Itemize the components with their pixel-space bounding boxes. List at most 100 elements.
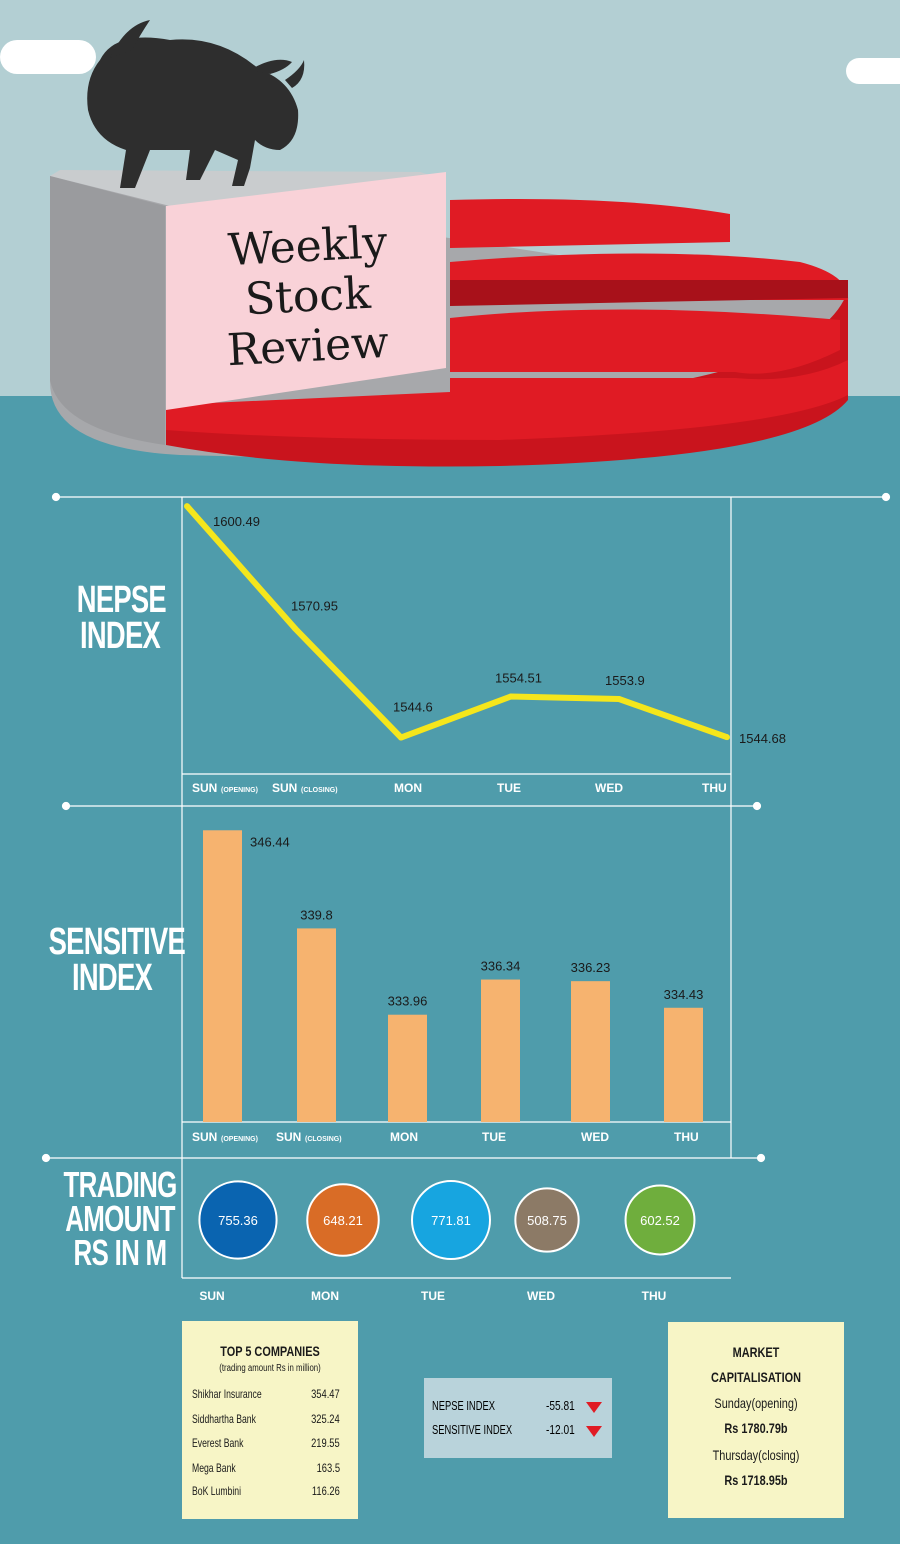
- index-name: NEPSE INDEX: [432, 1398, 495, 1413]
- company-amount: 354.47: [311, 1387, 340, 1401]
- market-cap-close-value: Rs 1718.95b: [724, 1472, 788, 1488]
- company-amount: 163.5: [316, 1461, 340, 1475]
- top-company-row: Mega Bank 163.5: [192, 1461, 348, 1481]
- separator-low-dot-right: [756, 1153, 766, 1163]
- pedestal-side: [50, 176, 165, 445]
- market-cap-open-label: Sunday(opening): [714, 1395, 798, 1411]
- sensitive-bar-chart: 346.44 339.8 333.96 336.34 336.23 334.43 SUN (O…: [192, 830, 703, 1144]
- sensitive-tick-label: THU: [674, 1130, 699, 1144]
- separator-top-dot-left: [51, 492, 61, 502]
- trading-value-label: 508.75: [527, 1213, 567, 1228]
- nepse-title-line-2: INDEX: [79, 615, 161, 657]
- nepse-value-label: 1553.9: [605, 673, 645, 688]
- company-name: BoK Lumbini: [192, 1484, 241, 1498]
- sensitive-value-label: 336.34: [481, 959, 521, 974]
- cloud-right: [846, 58, 900, 84]
- company-name: Everest Bank: [192, 1436, 244, 1450]
- nepse-line-chart: 1600.49 1570.95 1544.6 1554.51 1553.9 1544.68…: [184, 503, 786, 795]
- trading-bubble: [624, 1184, 696, 1256]
- nepse-value-label: 1600.49: [213, 514, 260, 529]
- top-companies-title: TOP 5 COMPANIES: [220, 1343, 320, 1359]
- company-amount: 325.24: [311, 1412, 340, 1426]
- trading-value-label: 755.36: [218, 1213, 258, 1228]
- nepse-value-label: 1554.51: [495, 670, 542, 685]
- top-companies-subtitle: (trading amount Rs in million): [219, 1363, 321, 1374]
- nepse-tick-label: SUN: [272, 781, 297, 795]
- nepse-value-label: 1544.6: [393, 700, 433, 715]
- nepse-value-label: 1570.95: [291, 598, 338, 613]
- separator-mid-dot-right: [752, 801, 762, 811]
- pie-slice-low: [450, 309, 840, 374]
- separator-lines: [41, 492, 891, 1279]
- company-name: Siddhartha Bank: [192, 1412, 256, 1426]
- sensitive-value-label: 336.23: [571, 960, 611, 975]
- separator-low-dot-left: [41, 1153, 51, 1163]
- trading-day-label: WED: [527, 1289, 555, 1303]
- nepse-point: [398, 734, 404, 741]
- sensitive-bar: [388, 1014, 427, 1122]
- company-amount: 116.26: [312, 1484, 340, 1498]
- sensitive-value-label: 339.8: [300, 907, 333, 922]
- pie-slice-top: [450, 198, 730, 248]
- trading-title-line-2: AMOUNT: [65, 1198, 175, 1239]
- market-cap-open-value: Rs 1780.79b: [724, 1420, 788, 1436]
- index-change-row: NEPSE INDEX -55.81: [432, 1398, 608, 1420]
- top-companies-panel: TOP 5 COMPANIES (trading amount Rs in mi…: [182, 1321, 358, 1519]
- nepse-point: [184, 503, 190, 510]
- nepse-point: [508, 693, 514, 700]
- trading-title-line-1: TRADING: [63, 1164, 177, 1205]
- separator-mid-dot-left: [61, 801, 71, 811]
- separator-top-dot-right: [881, 492, 891, 502]
- sensitive-chart-title: SENSITIVE INDEX: [49, 923, 186, 997]
- nepse-title-line-1: NEPSE: [76, 579, 167, 621]
- company-name: Mega Bank: [192, 1461, 236, 1475]
- sensitive-tick-sublabel: (CLOSING): [305, 1136, 342, 1143]
- nepse-tick-label: WED: [595, 781, 623, 795]
- bull-icon: [87, 20, 305, 188]
- sensitive-bar: [571, 981, 610, 1122]
- sensitive-bar: [481, 979, 520, 1122]
- trading-value-label: 771.81: [431, 1213, 471, 1228]
- sensitive-value-label: 346.44: [250, 834, 290, 849]
- nepse-tick-label: MON: [394, 781, 422, 795]
- hero-illustration: [50, 20, 849, 467]
- nepse-point: [724, 734, 730, 741]
- market-cap-panel: MARKET CAPITALISATION Sunday(opening) Rs…: [668, 1322, 844, 1518]
- sensitive-value-label: 334.43: [664, 987, 704, 1002]
- nepse-tick-sublabel: (CLOSING): [301, 787, 338, 794]
- trading-value-label: 648.21: [323, 1213, 363, 1228]
- trading-value-label: 602.52: [640, 1213, 680, 1228]
- title-card-bg: [166, 172, 446, 410]
- nepse-series-line: [184, 504, 728, 741]
- nepse-point: [292, 625, 298, 632]
- pie-slice-shadow: [450, 280, 848, 306]
- market-cap-title-1: MARKET: [732, 1344, 780, 1360]
- sensitive-tick-label: SUN: [276, 1130, 301, 1144]
- nepse-tick-label: TUE: [497, 781, 521, 795]
- sensitive-tick-label: SUN: [192, 1130, 217, 1144]
- trading-day-label: MON: [311, 1289, 339, 1303]
- trading-bubble: [198, 1180, 278, 1260]
- nepse-tick-label: THU: [702, 781, 727, 795]
- nepse-tick-label: SUN: [192, 781, 217, 795]
- trading-title-line-3: RS IN M: [73, 1232, 168, 1273]
- index-name: SENSITIVE INDEX: [432, 1422, 513, 1437]
- sensitive-tick-sublabel: (OPENING): [221, 1136, 258, 1143]
- market-cap-close-label: Thursday(closing): [712, 1447, 800, 1463]
- index-change-value: -12.01: [546, 1422, 575, 1437]
- trading-day-label: SUN: [199, 1289, 224, 1303]
- nepse-chart-title: NEPSE INDEX: [76, 579, 167, 657]
- down-triangle-icon: [586, 1426, 602, 1437]
- index-change-value: -55.81: [546, 1398, 575, 1413]
- sensitive-bar: [203, 830, 242, 1122]
- top-company-row: BoK Lumbini 116.26: [192, 1484, 348, 1504]
- market-cap-title-2: CAPITALISATION: [711, 1369, 801, 1385]
- company-name: Shikhar Insurance: [192, 1387, 262, 1401]
- trading-bubble: [306, 1183, 380, 1257]
- pedestal-top: [50, 170, 445, 206]
- down-triangle-icon: [586, 1402, 602, 1413]
- top-company-row: Shikhar Insurance 354.47: [192, 1387, 348, 1407]
- sensitive-tick-label: WED: [581, 1130, 609, 1144]
- nepse-point: [616, 696, 622, 703]
